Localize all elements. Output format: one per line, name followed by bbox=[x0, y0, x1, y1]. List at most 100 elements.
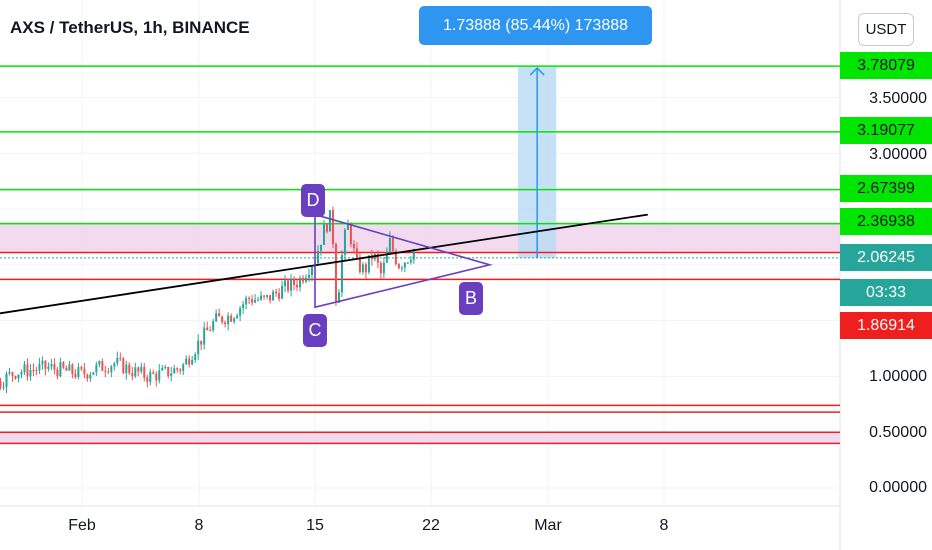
candle-down bbox=[107, 371, 110, 373]
point-label-c[interactable]: C bbox=[303, 314, 327, 347]
candle-down bbox=[263, 295, 266, 297]
candle-up bbox=[95, 364, 98, 373]
candle-up bbox=[319, 244, 322, 251]
price-axis-tick: 3.50000 bbox=[869, 90, 927, 107]
currency-button[interactable]: USDT bbox=[858, 13, 914, 46]
candle-up bbox=[388, 237, 391, 252]
candle-up bbox=[182, 364, 185, 372]
candle-down bbox=[251, 298, 254, 303]
candle-up bbox=[38, 364, 41, 371]
candle-up bbox=[281, 286, 284, 299]
candle-up bbox=[29, 369, 32, 377]
candle-up bbox=[59, 362, 62, 377]
candle-up bbox=[89, 374, 92, 379]
candle-down bbox=[179, 369, 182, 372]
point-label-b[interactable]: B bbox=[459, 282, 483, 315]
candle-up bbox=[311, 267, 314, 276]
price-tag-level-4: 2.36938 bbox=[840, 208, 932, 235]
price-axis-tick: 0.50000 bbox=[869, 424, 927, 441]
candle-down bbox=[293, 278, 296, 285]
candle-up bbox=[239, 308, 242, 316]
price-tag-level-2: 3.19077 bbox=[840, 117, 932, 144]
candle-up bbox=[173, 368, 176, 374]
candle-down bbox=[11, 372, 14, 376]
candle-down bbox=[26, 364, 29, 377]
candle-up bbox=[290, 278, 293, 291]
candle-up bbox=[134, 367, 137, 377]
symbol-title[interactable]: AXS / TetherUS, 1h, BINANCE bbox=[10, 18, 250, 37]
candle-down bbox=[74, 373, 77, 378]
candle-down bbox=[56, 369, 59, 377]
candle-up bbox=[8, 372, 11, 374]
time-axis-tick: 8 bbox=[659, 517, 669, 534]
candle-down bbox=[83, 368, 86, 375]
candle-up bbox=[170, 373, 173, 377]
candle-down bbox=[62, 362, 65, 368]
candle-down bbox=[32, 369, 35, 371]
candle-down bbox=[302, 277, 305, 282]
candle-down bbox=[152, 372, 155, 374]
candle-up bbox=[272, 291, 275, 301]
candle-up bbox=[149, 372, 152, 382]
candle-up bbox=[242, 304, 245, 309]
candle-down bbox=[146, 377, 149, 382]
candle-up bbox=[308, 275, 311, 278]
candle-down bbox=[101, 361, 104, 371]
price-tag-level-3: 2.67399 bbox=[840, 175, 932, 202]
price-tag-level-1: 3.78079 bbox=[840, 52, 932, 79]
candle-up bbox=[68, 364, 71, 371]
candle-down bbox=[65, 367, 68, 371]
candle-up bbox=[47, 366, 50, 369]
candle-up bbox=[385, 251, 388, 263]
candle-down bbox=[391, 237, 394, 251]
candle-up bbox=[316, 250, 319, 264]
candle-down bbox=[0, 381, 2, 388]
price-axis-tick: 1.00000 bbox=[869, 368, 927, 385]
candle-down bbox=[71, 364, 74, 374]
candle-up bbox=[340, 254, 343, 293]
red-level-tag: 1.86914 bbox=[840, 312, 932, 339]
candle-down bbox=[86, 374, 89, 379]
candle-down bbox=[352, 244, 355, 249]
candle-down bbox=[35, 370, 38, 372]
candle-up bbox=[113, 363, 116, 367]
candle-up bbox=[257, 299, 260, 301]
candle-up bbox=[185, 358, 188, 365]
candle-up bbox=[400, 267, 403, 269]
candle-down bbox=[230, 315, 233, 322]
candle-up bbox=[158, 370, 161, 381]
candle-up bbox=[164, 366, 167, 368]
candle-down bbox=[275, 291, 278, 294]
candle-up bbox=[98, 361, 101, 365]
candle-down bbox=[397, 264, 400, 269]
candle-up bbox=[406, 262, 409, 264]
candle-down bbox=[155, 373, 158, 381]
candle-up bbox=[194, 354, 197, 361]
candle-down bbox=[119, 357, 122, 359]
candle-up bbox=[328, 210, 331, 232]
candle-down bbox=[14, 375, 17, 379]
time-axis-tick: Feb bbox=[68, 517, 96, 534]
candle-down bbox=[137, 367, 140, 372]
candle-up bbox=[233, 318, 236, 322]
measure-arrow-head bbox=[529, 67, 545, 76]
candle-down bbox=[200, 340, 203, 345]
candle-up bbox=[23, 364, 26, 373]
time-axis-tick: Mar bbox=[534, 517, 562, 534]
candle-up bbox=[191, 360, 194, 365]
candle-up bbox=[361, 264, 364, 273]
candle-down bbox=[167, 366, 170, 377]
candle-up bbox=[92, 372, 95, 375]
candle-down bbox=[248, 297, 251, 299]
candle-down bbox=[80, 367, 83, 369]
candle-down bbox=[209, 330, 212, 332]
point-label-d[interactable]: D bbox=[301, 184, 325, 217]
candle-down bbox=[349, 224, 352, 245]
candle-down bbox=[224, 322, 227, 325]
candle-down bbox=[376, 254, 379, 263]
demand-zone bbox=[0, 432, 840, 444]
candle-up bbox=[346, 224, 349, 230]
candle-down bbox=[334, 244, 337, 303]
candle-down bbox=[358, 257, 361, 273]
